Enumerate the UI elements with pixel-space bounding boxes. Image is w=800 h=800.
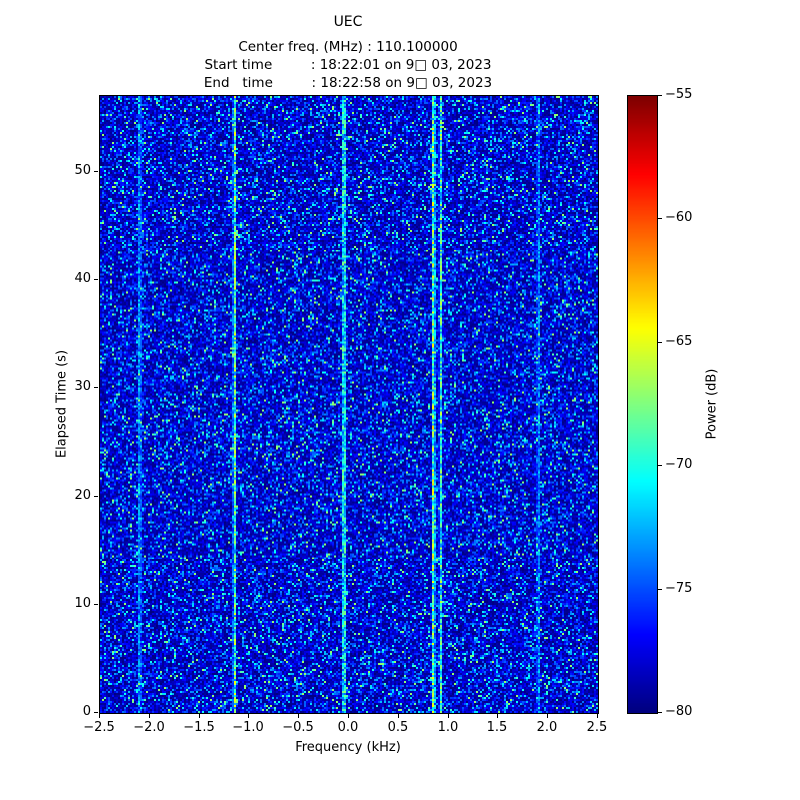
tick-label: 2.5 [586,720,608,735]
tick-mark [448,714,449,718]
colorbar [627,95,658,714]
tick-label: −70 [665,457,693,472]
tick-label: 20 [74,488,91,503]
tick-label: 30 [74,379,91,394]
tick-mark [658,218,662,219]
tick-mark [597,714,598,718]
tick-label: −60 [665,210,693,225]
plot-area [99,95,599,714]
tick-mark [348,714,349,718]
tick-label: −2.5 [83,720,115,735]
tick-mark [94,712,98,713]
spectrogram-canvas [100,96,598,713]
tick-mark [94,171,98,172]
tick-mark [94,604,98,605]
tick-label: 2.0 [536,720,558,735]
tick-label: 0.0 [337,720,359,735]
tick-mark [658,712,662,713]
tick-mark [149,714,150,718]
tick-mark [658,465,662,466]
tick-mark [248,714,249,718]
colorbar-canvas [628,96,657,713]
chart-header-line: Start time : 18:22:01 on 9□ 03, 2023 [204,57,492,73]
tick-label: 0.5 [387,720,409,735]
tick-mark [398,714,399,718]
tick-label: −1.0 [232,720,264,735]
tick-label: 10 [74,596,91,611]
tick-label: −0.5 [282,720,314,735]
tick-label: −65 [665,334,693,349]
tick-mark [94,387,98,388]
tick-label: 0 [82,704,91,719]
tick-mark [658,342,662,343]
tick-label: −80 [665,704,693,719]
tick-label: 50 [74,163,91,178]
tick-label: 1.0 [437,720,459,735]
tick-mark [298,714,299,718]
tick-label: −75 [665,581,693,596]
chart-header-lines: Center freq. (MHz) : 110.100000 Start tim… [0,38,696,92]
chart-title: UEC [333,14,363,30]
chart-header-line: End time : 18:22:58 on 9□ 03, 2023 [203,75,493,91]
tick-mark [658,95,662,96]
colorbar-label: Power (dB) [704,368,720,440]
tick-label: −2.0 [133,720,165,735]
tick-label: 40 [74,271,91,286]
tick-mark [199,714,200,718]
tick-mark [547,714,548,718]
x-axis-label: Frequency (kHz) [295,740,401,755]
tick-mark [658,589,662,590]
tick-mark [94,279,98,280]
tick-mark [99,714,100,718]
tick-label: 1.5 [486,720,508,735]
y-axis-label: Elapsed Time (s) [54,349,70,459]
chart-header-line: Center freq. (MHz) : 110.100000 [238,39,458,55]
tick-label: −55 [665,87,693,102]
tick-mark [94,496,98,497]
tick-label: −1.5 [183,720,215,735]
tick-mark [497,714,498,718]
